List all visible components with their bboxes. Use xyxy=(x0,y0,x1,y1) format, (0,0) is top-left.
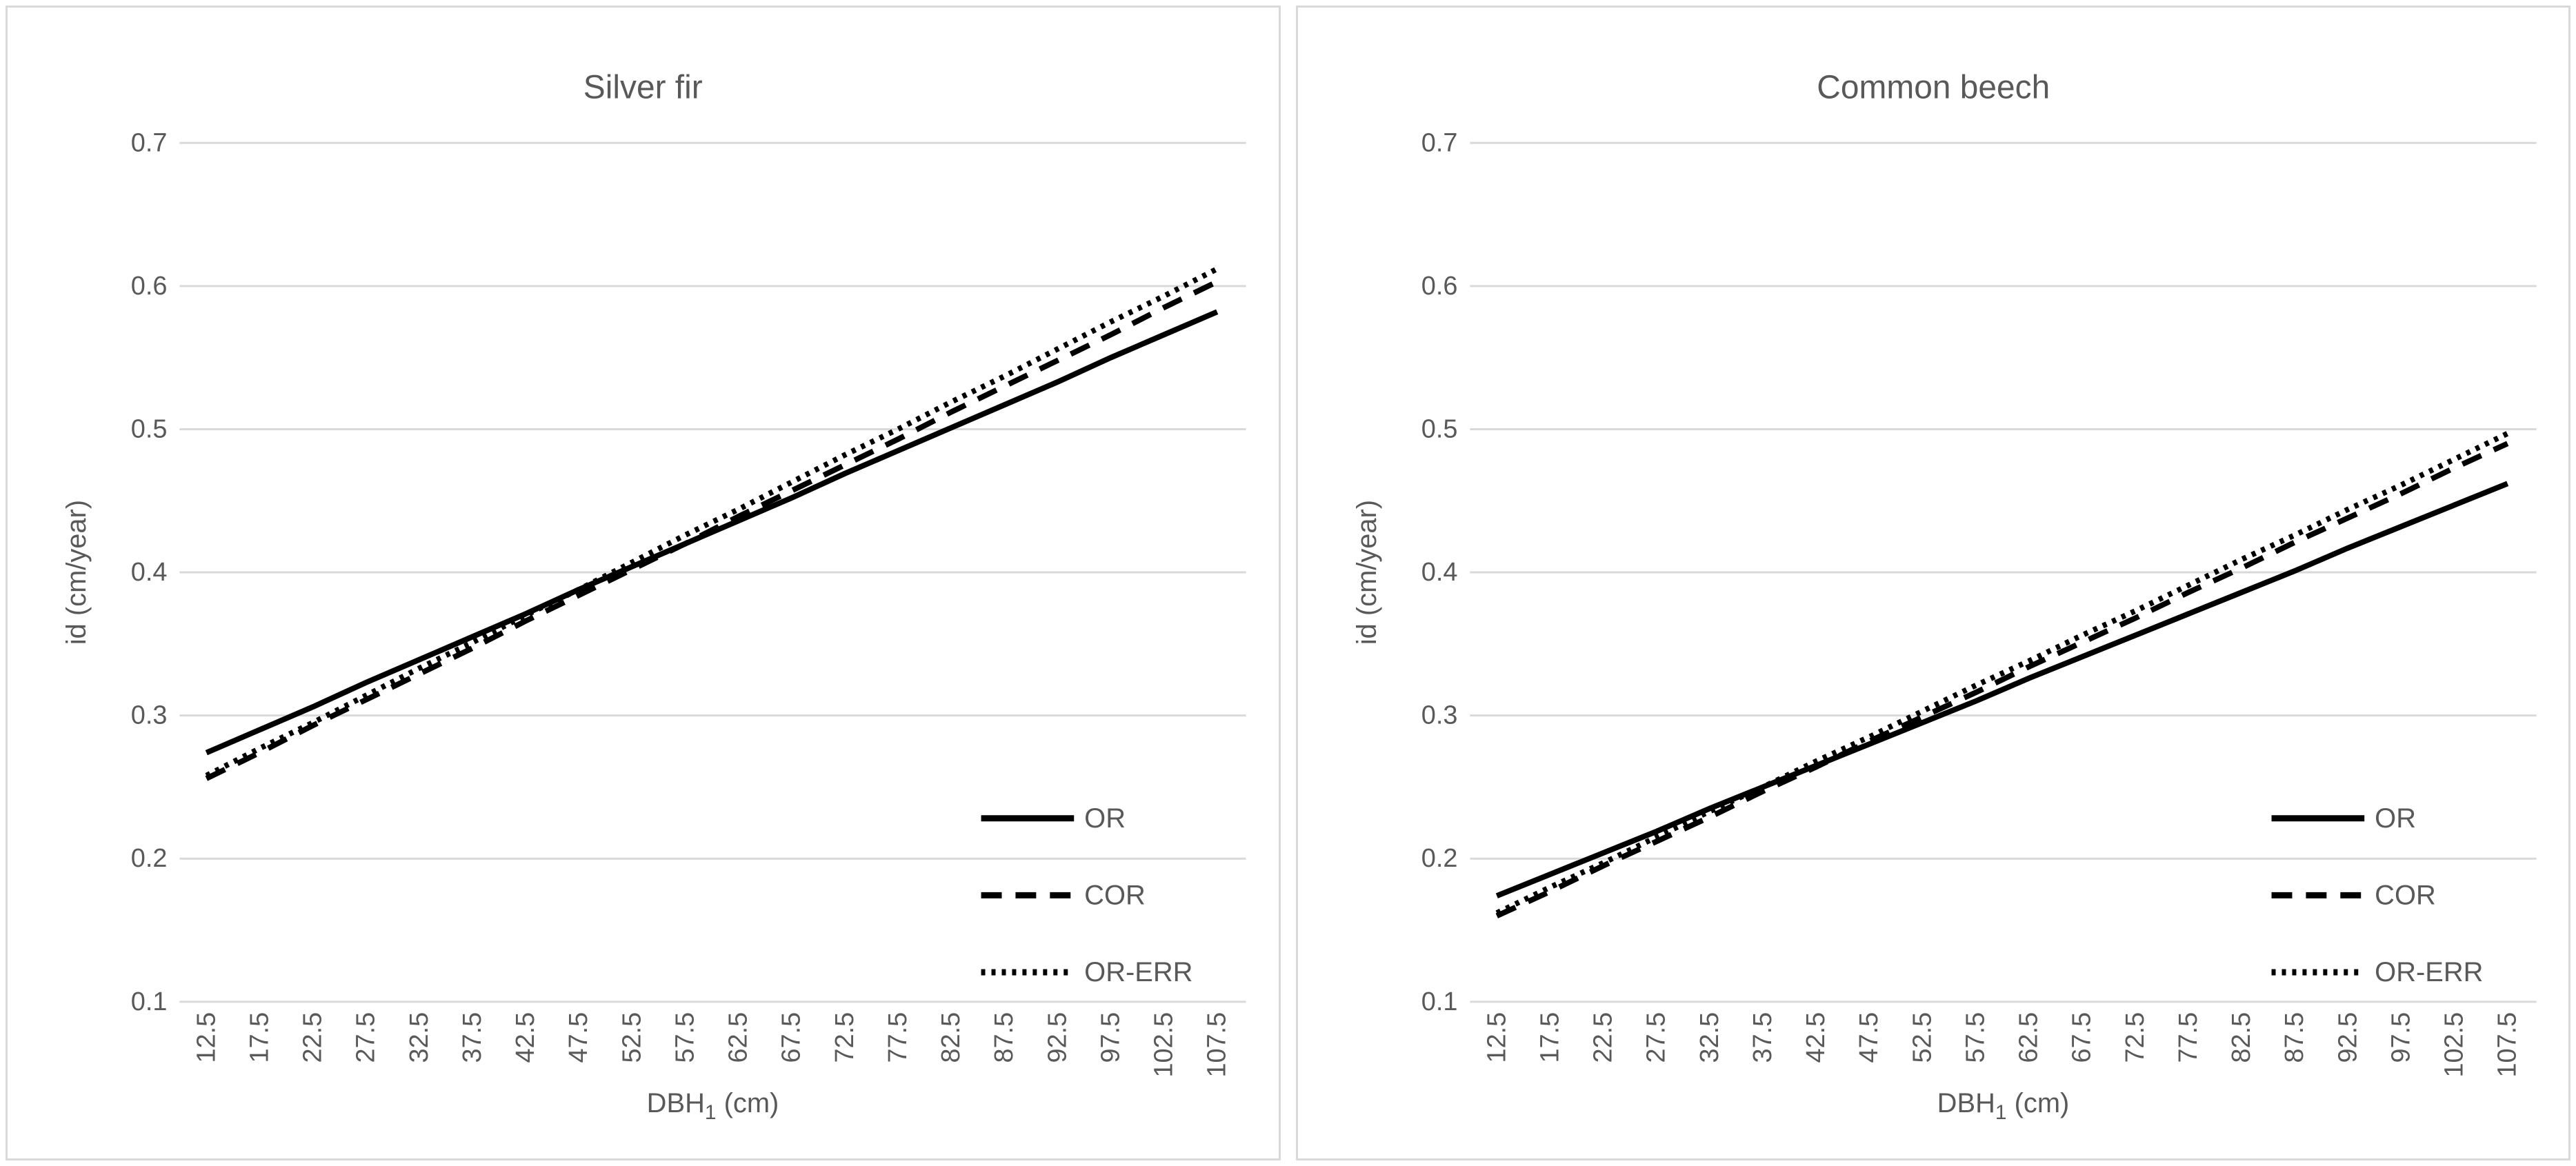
legend-item: OR xyxy=(2271,803,2416,834)
x-tick-label: 92.5 xyxy=(2333,1012,2362,1063)
y-tick-label: 0.7 xyxy=(131,128,168,157)
x-tick-label: 32.5 xyxy=(1695,1012,1724,1063)
legend-item: OR xyxy=(981,803,1126,834)
x-tick-label: 12.5 xyxy=(1482,1012,1511,1063)
x-tick-label: 72.5 xyxy=(830,1012,859,1063)
x-tick-label: 77.5 xyxy=(2173,1012,2202,1063)
y-tick-label: 0.3 xyxy=(1421,701,1457,730)
x-tick-label: 27.5 xyxy=(352,1012,381,1063)
y-tick-label: 0.4 xyxy=(131,558,168,587)
x-tick-label: 67.5 xyxy=(2067,1012,2096,1063)
x-tick-label: 27.5 xyxy=(1641,1012,1670,1063)
x-tick-label: 107.5 xyxy=(2493,1012,2522,1078)
x-tick-label: 22.5 xyxy=(1588,1012,1617,1063)
line-chart-common-beech: 0.7 0.6 0.5 0.4 0.3 0.2 0.1 12.5 17.5 22.5 27.5 32.… xyxy=(1351,70,2537,1124)
x-tick-label: 87.5 xyxy=(990,1012,1019,1063)
y-tick-label: 0.6 xyxy=(131,272,168,301)
line-chart-silver-fir: 0.7 0.6 0.5 0.4 0.3 0.2 0.1 12.5 17.5 22.5 27.5 32.… xyxy=(61,70,1246,1124)
y-tick-label: 0.7 xyxy=(1421,128,1457,157)
x-tick-label: 37.5 xyxy=(1748,1012,1777,1063)
x-tick-label: 107.5 xyxy=(1203,1012,1232,1078)
legend-label: OR-ERR xyxy=(1084,957,1192,987)
legend-item: COR xyxy=(981,880,1146,910)
x-tick-label: 17.5 xyxy=(245,1012,274,1063)
x-tick-label: 57.5 xyxy=(1961,1012,1990,1063)
legend-label: COR xyxy=(1084,880,1146,910)
series-line-cor xyxy=(1495,441,2508,918)
x-tick-label: 47.5 xyxy=(564,1012,593,1063)
x-tick-label: 102.5 xyxy=(1150,1012,1179,1078)
legend-item: OR-ERR xyxy=(981,957,1193,987)
chart-title: Common beech xyxy=(1817,70,2050,106)
x-tick-label: 22.5 xyxy=(299,1012,328,1063)
x-tick-label: 52.5 xyxy=(1908,1012,1937,1063)
y-axis-title: id (cm/year) xyxy=(1351,500,1381,645)
x-tick-label: 47.5 xyxy=(1855,1012,1884,1063)
y-axis-title: id (cm/year) xyxy=(61,500,92,645)
x-axis-title: DBH1 (cm) xyxy=(1937,1088,2069,1124)
legend-item: COR xyxy=(2271,880,2435,910)
x-tick-label: 52.5 xyxy=(617,1012,646,1063)
x-tick-label: 77.5 xyxy=(883,1012,912,1063)
x-tick-label: 67.5 xyxy=(777,1012,806,1063)
x-tick-label: 102.5 xyxy=(2439,1012,2468,1078)
legend-label: COR xyxy=(2375,880,2436,910)
chart-panel-silver-fir: 0.7 0.6 0.5 0.4 0.3 0.2 0.1 12.5 17.5 22.5 27.5 32.… xyxy=(6,6,1281,1160)
x-tick-label: 12.5 xyxy=(192,1012,221,1063)
series-line-or xyxy=(1495,481,2508,898)
x-tick-label: 72.5 xyxy=(2120,1012,2149,1063)
legend-label: OR xyxy=(1084,803,1126,834)
chart-panel-common-beech: 0.7 0.6 0.5 0.4 0.3 0.2 0.1 12.5 17.5 22.5 27.5 32.… xyxy=(1295,6,2570,1160)
legend-item: OR-ERR xyxy=(2271,957,2483,987)
y-tick-label: 0.6 xyxy=(1421,272,1457,301)
chart-title: Silver fir xyxy=(583,70,703,106)
x-axis-title-base: DBH xyxy=(1937,1088,1995,1118)
x-tick-label: 97.5 xyxy=(1096,1012,1125,1063)
x-tick-label: 62.5 xyxy=(724,1012,753,1063)
x-tick-label: 42.5 xyxy=(511,1012,540,1063)
x-tick-label: 82.5 xyxy=(937,1012,966,1063)
series-line-cor xyxy=(205,279,1219,781)
x-axis-title-unit: (cm) xyxy=(2006,1088,2069,1118)
x-tick-label: 92.5 xyxy=(1043,1012,1072,1063)
x-tick-label: 62.5 xyxy=(2014,1012,2043,1063)
x-tick-label: 82.5 xyxy=(2227,1012,2256,1063)
x-axis-title-base: DBH xyxy=(647,1088,705,1118)
series-line-or-err xyxy=(205,266,1219,778)
legend-label: OR-ERR xyxy=(2375,957,2483,987)
legend-label: OR xyxy=(2375,803,2416,834)
x-tick-label: 32.5 xyxy=(405,1012,434,1063)
series-line-or-err xyxy=(1495,431,2508,916)
y-tick-label: 0.5 xyxy=(131,414,168,443)
x-tick-label: 97.5 xyxy=(2386,1012,2415,1063)
y-tick-label: 0.4 xyxy=(1421,558,1457,587)
x-tick-label: 42.5 xyxy=(1801,1012,1830,1063)
x-axis-title-unit: (cm) xyxy=(717,1088,779,1118)
y-tick-label: 0.3 xyxy=(131,701,168,730)
x-axis-title-subscript: 1 xyxy=(1995,1101,2006,1124)
x-tick-label: 17.5 xyxy=(1535,1012,1564,1063)
y-tick-label: 0.2 xyxy=(1421,844,1457,873)
x-tick-label: 57.5 xyxy=(670,1012,699,1063)
y-tick-label: 0.1 xyxy=(1421,987,1457,1016)
y-tick-label: 0.2 xyxy=(131,844,168,873)
x-axis-title: DBH1 (cm) xyxy=(647,1088,779,1124)
y-tick-label: 0.5 xyxy=(1421,414,1457,443)
x-tick-label: 37.5 xyxy=(458,1012,487,1063)
x-tick-label: 87.5 xyxy=(2280,1012,2309,1063)
x-axis-title-subscript: 1 xyxy=(705,1101,717,1124)
y-tick-label: 0.1 xyxy=(131,987,168,1016)
